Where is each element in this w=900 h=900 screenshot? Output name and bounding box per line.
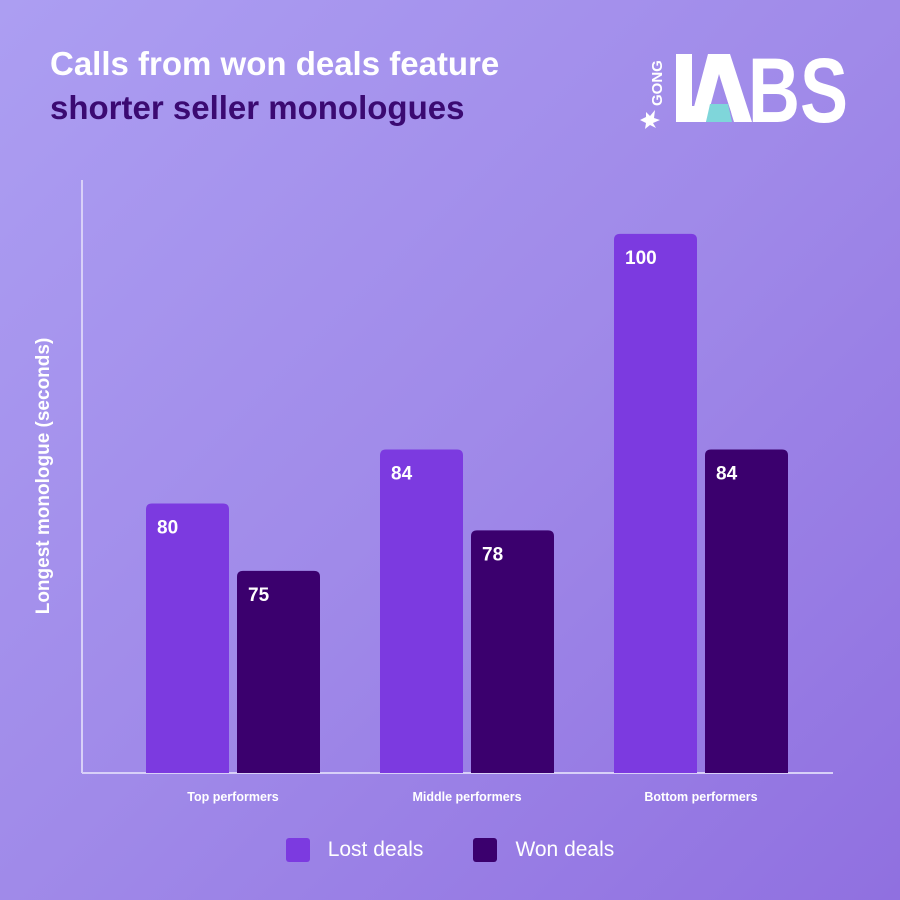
x-tick-label: Middle performers (412, 790, 521, 804)
legend-swatch-won (473, 838, 498, 862)
data-label: 84 (391, 464, 413, 485)
title-line-2: shorter seller monologues (50, 89, 465, 126)
data-label: 84 (716, 464, 738, 485)
legend-item-won: Won deals (473, 838, 614, 862)
legend-label-lost: Lost deals (327, 838, 424, 861)
bar-lost (146, 503, 229, 773)
svg-text:BS: BS (748, 46, 848, 130)
bar-lost (380, 449, 463, 773)
bar-lost (614, 233, 697, 774)
bar-won (471, 530, 554, 773)
title-line-1: Calls from won deals feature (50, 45, 500, 82)
data-label: 75 (248, 585, 270, 606)
bar-won (237, 570, 320, 773)
legend-label-won: Won deals (515, 838, 615, 861)
chart-title: Calls from won deals feature shorter sel… (50, 42, 499, 130)
svg-text:GONG: GONG (649, 60, 666, 106)
x-tick-label: Bottom performers (644, 790, 757, 804)
data-label: 78 (482, 544, 503, 565)
legend: Lost deals Won deals (0, 838, 900, 862)
gong-labs-logo: GONG BS (640, 46, 848, 130)
legend-swatch-lost (285, 838, 310, 862)
legend-item-lost: Lost deals (285, 838, 424, 862)
data-label: 100 (625, 248, 657, 269)
data-label: 80 (157, 517, 178, 538)
bar-won (705, 449, 788, 773)
x-tick-label: Top performers (187, 790, 278, 804)
